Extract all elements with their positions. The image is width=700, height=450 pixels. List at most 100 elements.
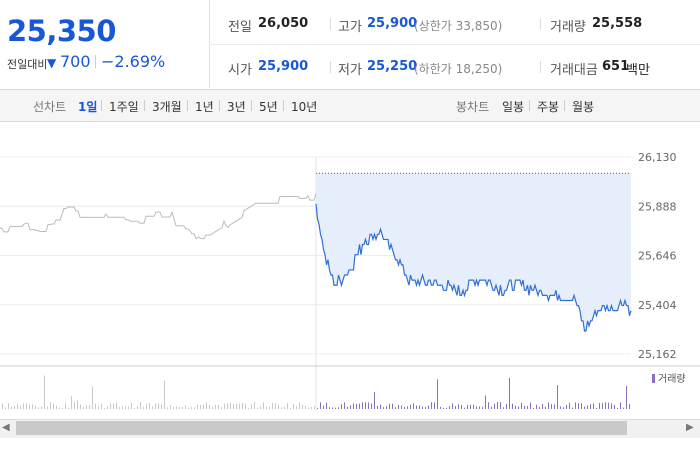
- volume-bar: [533, 407, 534, 409]
- volume-bar: [119, 406, 120, 409]
- volume-bar: [506, 403, 507, 409]
- volume-bar: [521, 402, 522, 409]
- volume-bar: [23, 403, 24, 409]
- volume-bar: [419, 405, 420, 409]
- prev-day-series-line: [0, 193, 317, 240]
- volume-bar: [587, 405, 588, 409]
- candle-weekly-button[interactable]: 주봉: [537, 100, 560, 114]
- volume-bar: [200, 404, 201, 409]
- volume-bar: [251, 404, 252, 409]
- volume-bar: [92, 386, 93, 409]
- volume-bar: [575, 402, 576, 409]
- volume-bar: [353, 403, 354, 409]
- volume-bar: [239, 403, 240, 409]
- volume-bar: [566, 405, 567, 409]
- volume-bar: [572, 407, 573, 409]
- volume-bar: [386, 406, 387, 409]
- volume-bar: [176, 406, 177, 409]
- volume-bar: [59, 407, 60, 409]
- range-1y-button[interactable]: 1년: [195, 100, 214, 114]
- volume-bar: [218, 405, 219, 409]
- volume-bar: [437, 379, 438, 409]
- stat-lower-limit: (하한가 18,250): [414, 62, 503, 76]
- volume-bar: [446, 407, 447, 409]
- volume-bar: [263, 402, 264, 409]
- volume-bar: [626, 385, 627, 409]
- volume-bar: [245, 403, 246, 409]
- candle-daily-button[interactable]: 일봉: [502, 100, 525, 114]
- volume-bar: [629, 404, 630, 409]
- volume-bar: [500, 402, 501, 409]
- volume-bar: [365, 402, 366, 409]
- volume-bar: [83, 407, 84, 409]
- volume-bar: [275, 403, 276, 409]
- range-3m-button[interactable]: 3개월: [152, 100, 182, 114]
- range-1w-button[interactable]: 1주일: [109, 100, 139, 114]
- volume-bar: [104, 407, 105, 409]
- volume-bar: [416, 405, 417, 409]
- stat-label-low: 저가: [338, 63, 362, 78]
- volume-bar: [401, 405, 402, 409]
- divider: [209, 44, 700, 45]
- volume-bar: [491, 406, 492, 409]
- scroll-right-icon[interactable]: ▶: [686, 422, 694, 433]
- stat-label-high: 고가: [338, 20, 362, 35]
- volume-bar: [404, 406, 405, 409]
- volume-bar: [377, 405, 378, 409]
- volume-bar: [311, 406, 312, 409]
- volume-bar: [590, 404, 591, 409]
- volume-bar: [350, 405, 351, 409]
- range-3y-button[interactable]: 3년: [227, 100, 246, 114]
- volume-bar: [299, 402, 300, 409]
- volume-bar: [272, 402, 273, 409]
- volume-bar: [260, 406, 261, 409]
- range-5y-button[interactable]: 5년: [259, 100, 278, 114]
- y-tick-label: 25,404: [638, 299, 677, 312]
- volume-bar: [80, 404, 81, 409]
- volume-bar: [269, 407, 270, 409]
- volume-bar: [5, 407, 6, 409]
- volume-bar: [398, 404, 399, 409]
- volume-bar: [551, 404, 552, 409]
- volume-bar: [410, 404, 411, 409]
- volume-bar: [221, 407, 222, 409]
- volume-bar: [536, 404, 537, 409]
- volume-bar: [512, 403, 513, 409]
- volume-bar: [107, 406, 108, 409]
- volume-bar: [254, 402, 255, 409]
- volume-bar: [242, 402, 243, 409]
- volume-bar: [71, 396, 72, 409]
- volume-bar: [182, 406, 183, 409]
- stat-value-low: 25,250: [367, 59, 418, 74]
- volume-bar: [116, 402, 117, 409]
- volume-bar: [530, 402, 531, 409]
- volume-bar: [557, 385, 558, 409]
- volume-bar: [374, 392, 375, 409]
- volume-bar: [50, 402, 51, 409]
- volume-bar: [305, 405, 306, 409]
- y-tick-label: 26,130: [638, 151, 677, 164]
- volume-bar: [464, 407, 465, 409]
- volume-bar: [503, 407, 504, 409]
- scroll-left-icon[interactable]: ◀: [2, 422, 10, 433]
- volume-bar: [431, 402, 432, 409]
- candle-chart-label: 봉차트: [456, 100, 490, 114]
- price-chart[interactable]: 26,130 25,888 25,646 25,404 25,162 거래량: [0, 121, 700, 419]
- range-1d-button[interactable]: 1일: [78, 100, 98, 114]
- volume-bar: [338, 407, 339, 409]
- volume-bar: [287, 403, 288, 409]
- volume-bar: [509, 378, 510, 409]
- range-10y-button[interactable]: 10년: [291, 100, 318, 114]
- volume-bar: [317, 407, 318, 409]
- chart-scrollbar-thumb[interactable]: [16, 421, 627, 435]
- volume-bar: [95, 403, 96, 409]
- volume-bar: [335, 407, 336, 409]
- volume-bar: [602, 403, 603, 409]
- stat-value-high: 25,900: [367, 16, 418, 31]
- volume-bar: [8, 403, 9, 409]
- candle-monthly-button[interactable]: 월봉: [572, 100, 595, 114]
- volume-bar: [485, 395, 486, 409]
- volume-bar: [224, 404, 225, 409]
- volume-bar: [74, 402, 75, 409]
- volume-bar: [170, 405, 171, 409]
